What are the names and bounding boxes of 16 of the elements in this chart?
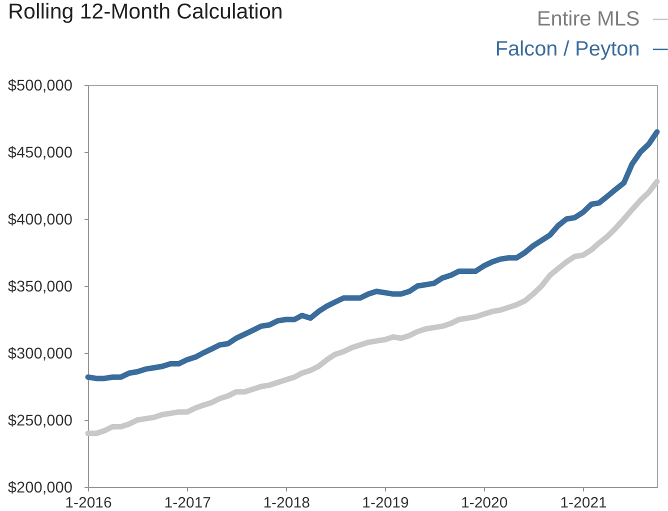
x-tick-label: 1-2019 <box>362 494 409 511</box>
x-tick-label: 1-2017 <box>164 494 212 511</box>
y-tick-label: $350,000 <box>8 278 73 296</box>
x-tick-label: 1-2020 <box>461 494 508 511</box>
chart-title: Rolling 12-Month Calculation <box>8 0 283 24</box>
y-tick-label: $450,000 <box>8 144 73 162</box>
y-tick-label: $300,000 <box>8 346 73 362</box>
x-tick-label: 1-2021 <box>560 494 607 511</box>
legend-label: Entire MLS <box>536 7 640 30</box>
y-tick-label: $200,000 <box>8 480 73 496</box>
legend-label: Falcon / Peyton <box>495 37 640 60</box>
y-tick-label: $250,000 <box>8 412 73 430</box>
y-tick-label: $400,000 <box>8 212 73 228</box>
x-tick-label: 1-2018 <box>263 494 310 511</box>
y-tick-label: $500,000 <box>8 78 73 94</box>
x-tick-label: 1-2016 <box>65 494 112 511</box>
